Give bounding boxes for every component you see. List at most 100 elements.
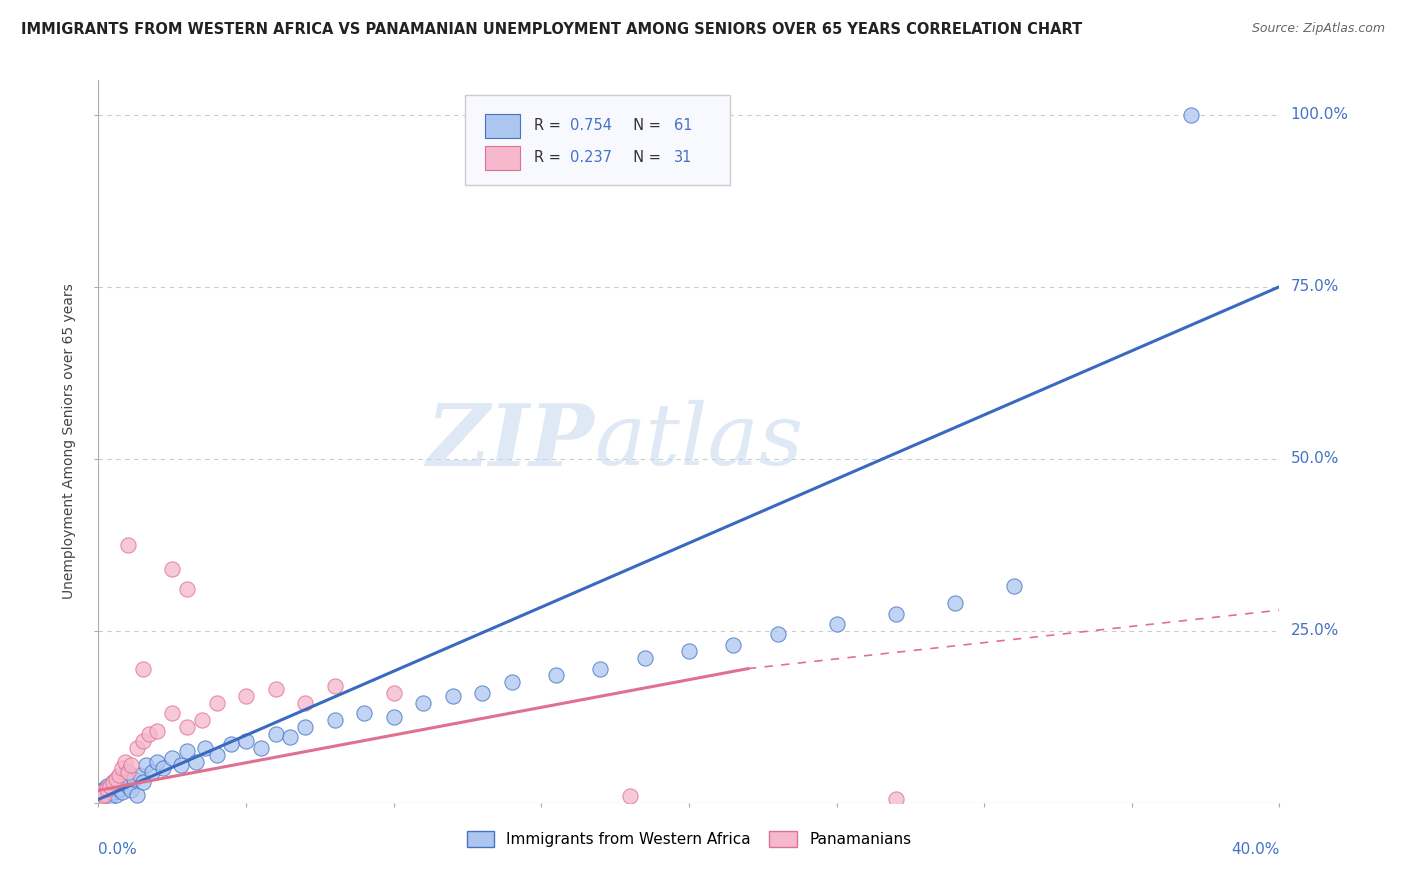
Text: 61: 61: [673, 119, 692, 133]
Point: [128, 768, 150, 782]
Point: [103, 785, 125, 799]
Point: [323, 679, 346, 693]
Point: [353, 706, 375, 721]
Point: [111, 761, 134, 775]
Point: [125, 740, 148, 755]
Point: [382, 710, 405, 724]
Point: [412, 696, 434, 710]
Text: 75.0%: 75.0%: [1291, 279, 1339, 294]
Point: [120, 758, 142, 772]
Point: [93, 785, 115, 799]
Point: [294, 720, 316, 734]
Point: [93, 788, 115, 802]
Text: 100.0%: 100.0%: [1291, 107, 1348, 122]
Point: [546, 668, 568, 682]
Point: [619, 789, 641, 803]
Point: [108, 772, 131, 786]
Point: [162, 706, 183, 721]
Point: [152, 761, 174, 775]
Bar: [485, 145, 520, 169]
Point: [264, 682, 287, 697]
Point: [98, 780, 121, 795]
Point: [93, 790, 115, 805]
Point: [120, 783, 142, 797]
Point: [280, 731, 302, 745]
Point: [501, 675, 523, 690]
Point: [825, 616, 848, 631]
Point: [162, 751, 183, 765]
Point: [766, 627, 789, 641]
Point: [205, 696, 228, 710]
Point: [170, 758, 193, 772]
Point: [205, 747, 228, 762]
Point: [103, 775, 125, 789]
Point: [1002, 579, 1025, 593]
Point: [441, 689, 464, 703]
Point: [122, 772, 145, 786]
Text: 0.754: 0.754: [569, 119, 612, 133]
Point: [323, 713, 346, 727]
Point: [264, 727, 287, 741]
Point: [117, 779, 139, 793]
Point: [943, 596, 966, 610]
Point: [176, 744, 198, 758]
Text: N =: N =: [624, 150, 665, 165]
Point: [235, 734, 257, 748]
Point: [884, 792, 907, 806]
Point: [108, 782, 131, 797]
Text: 0.237: 0.237: [569, 150, 612, 165]
Text: N =: N =: [624, 119, 665, 133]
Legend: Immigrants from Western Africa, Panamanians: Immigrants from Western Africa, Panamani…: [461, 825, 917, 853]
Point: [114, 755, 136, 769]
Point: [111, 775, 134, 789]
Point: [884, 607, 907, 621]
Point: [194, 740, 217, 755]
Point: [117, 538, 139, 552]
Point: [135, 758, 157, 772]
Point: [146, 723, 169, 738]
Point: [117, 764, 139, 779]
Point: [103, 779, 125, 793]
Point: [105, 788, 128, 802]
Point: [176, 720, 198, 734]
Bar: [485, 114, 520, 137]
Point: [96, 788, 118, 802]
Point: [105, 772, 128, 786]
Point: [589, 662, 612, 676]
Point: [235, 689, 257, 703]
Point: [184, 755, 207, 769]
Point: [105, 776, 128, 790]
Point: [96, 782, 118, 797]
Point: [141, 764, 163, 779]
Text: R =: R =: [534, 150, 565, 165]
Point: [250, 740, 273, 755]
Point: [111, 785, 134, 799]
Point: [221, 737, 243, 751]
Text: 25.0%: 25.0%: [1291, 624, 1339, 639]
Point: [1180, 108, 1202, 122]
Text: 40.0%: 40.0%: [1232, 842, 1279, 856]
Point: [93, 782, 115, 797]
Point: [176, 582, 198, 597]
Point: [98, 790, 121, 805]
Point: [90, 792, 112, 806]
Point: [146, 755, 169, 769]
Text: 31: 31: [673, 150, 692, 165]
Point: [90, 785, 112, 799]
Point: [471, 686, 494, 700]
Point: [132, 662, 155, 676]
Text: Source: ZipAtlas.com: Source: ZipAtlas.com: [1251, 22, 1385, 36]
Point: [114, 768, 136, 782]
Text: ZIP: ZIP: [426, 400, 595, 483]
Point: [96, 779, 118, 793]
Point: [294, 696, 316, 710]
Point: [138, 727, 160, 741]
Point: [191, 713, 214, 727]
Point: [98, 779, 121, 793]
Point: [678, 644, 700, 658]
FancyBboxPatch shape: [464, 95, 730, 185]
Point: [90, 790, 112, 805]
Text: R =: R =: [534, 119, 565, 133]
Point: [132, 734, 155, 748]
Text: atlas: atlas: [595, 401, 804, 483]
